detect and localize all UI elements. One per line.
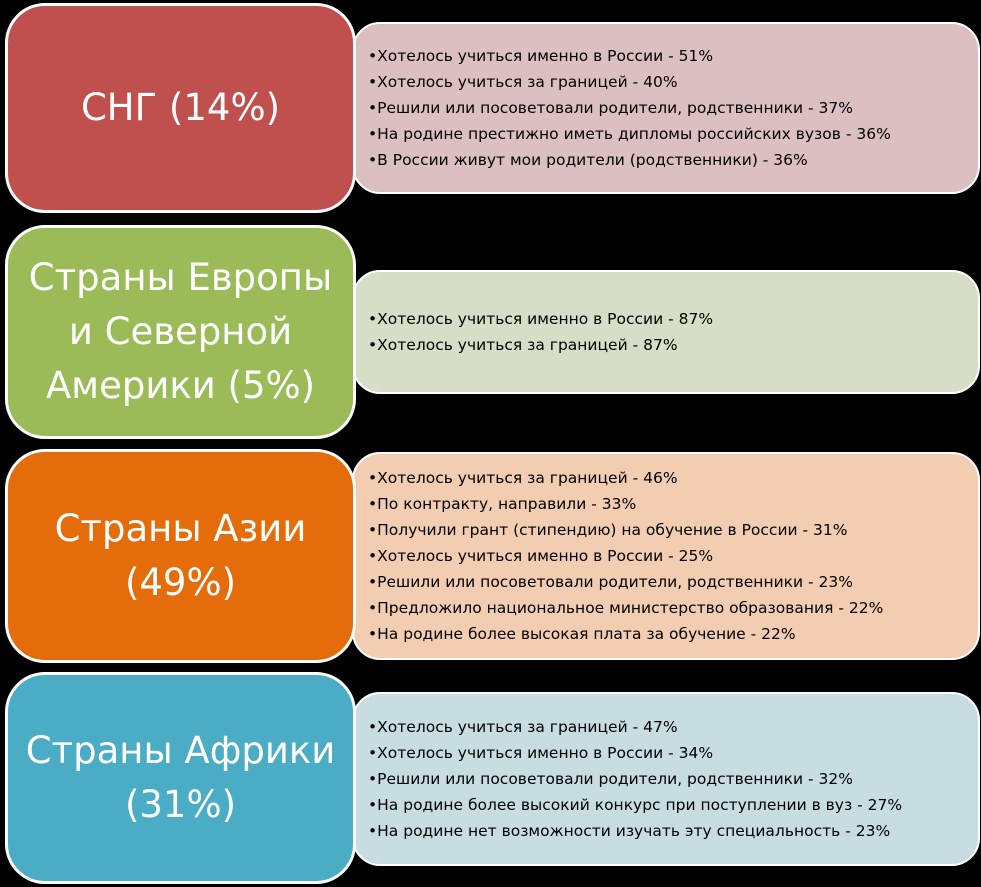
list-item: По контракту, направили - 33% xyxy=(368,491,958,517)
list-item: На родине престижно иметь дипломы россий… xyxy=(368,121,958,147)
list-item: Хотелось учиться именно в России - 87% xyxy=(368,306,958,332)
list-item: Хотелось учиться именно в России - 34% xyxy=(368,740,958,766)
asia-reasons-list: Хотелось учиться за границей - 46% По ко… xyxy=(368,465,958,647)
europe-title: Страны Европы и Северной Америки (5%) xyxy=(28,256,333,407)
list-item: Получили грант (стипендию) на обучение в… xyxy=(368,517,958,543)
asia-title: Страны Азии (49%) xyxy=(54,507,307,604)
list-item: Хотелось учиться именно в России - 51% xyxy=(368,43,958,69)
africa-reasons-list: Хотелось учиться за границей - 47% Хотел… xyxy=(368,714,958,844)
cis-header-box: СНГ (14%) xyxy=(5,3,356,213)
list-item: Хотелось учиться за границей - 46% xyxy=(368,465,958,491)
asia-reasons-box: Хотелось учиться за границей - 46% По ко… xyxy=(352,452,980,660)
list-item: В России живут мои родители (родственник… xyxy=(368,147,958,173)
europe-reasons-box: Хотелось учиться именно в России - 87% Х… xyxy=(352,270,980,394)
list-item: Хотелось учиться именно в России - 25% xyxy=(368,543,958,569)
cis-reasons-box: Хотелось учиться именно в России - 51% Х… xyxy=(352,22,980,194)
list-item: Предложило национальное министерство обр… xyxy=(368,595,958,621)
africa-header-box: Страны Африки (31%) xyxy=(5,672,356,884)
list-item: Хотелось учиться за границей - 40% xyxy=(368,69,958,95)
europe-header-box: Страны Европы и Северной Америки (5%) xyxy=(5,225,356,439)
list-item: На родине нет возможности изучать эту сп… xyxy=(368,818,958,844)
africa-reasons-box: Хотелось учиться за границей - 47% Хотел… xyxy=(352,692,980,866)
europe-reasons-list: Хотелось учиться именно в России - 87% Х… xyxy=(368,306,958,358)
list-item: На родине более высокая плата за обучени… xyxy=(368,621,958,647)
list-item: Решили или посоветовали родители, родств… xyxy=(368,569,958,595)
africa-title: Страны Африки (31%) xyxy=(25,729,336,826)
cis-title: СНГ (14%) xyxy=(80,86,281,129)
cis-reasons-list: Хотелось учиться именно в России - 51% Х… xyxy=(368,43,958,173)
asia-header-box: Страны Азии (49%) xyxy=(5,449,356,663)
list-item: Решили или посоветовали родители, родств… xyxy=(368,766,958,792)
list-item: Хотелось учиться за границей - 47% xyxy=(368,714,958,740)
list-item: На родине более высокий конкурс при пост… xyxy=(368,792,958,818)
list-item: Решили или посоветовали родители, родств… xyxy=(368,95,958,121)
list-item: Хотелось учиться за границей - 87% xyxy=(368,332,958,358)
